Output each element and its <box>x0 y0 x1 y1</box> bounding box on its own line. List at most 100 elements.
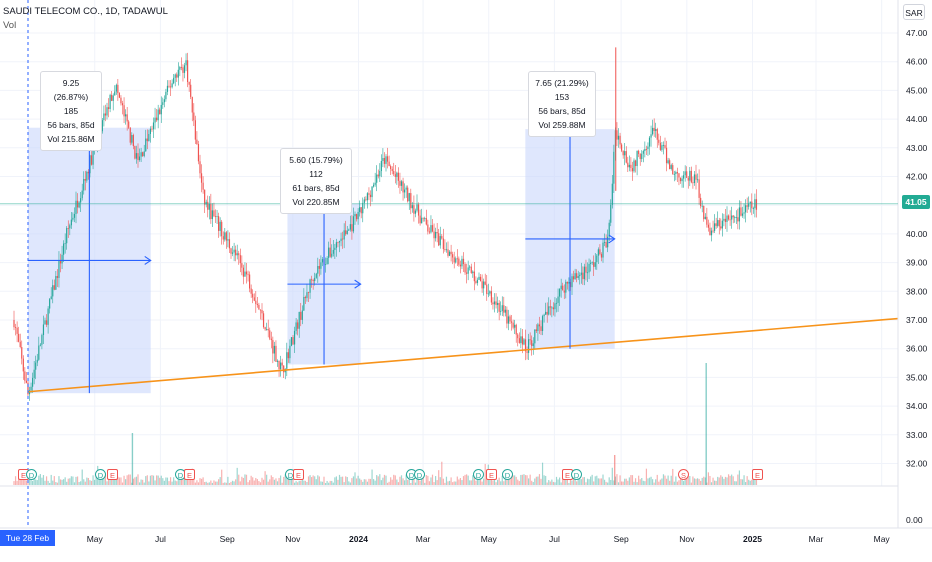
volume-bar <box>366 481 369 485</box>
candle-body <box>292 337 294 345</box>
candle-body <box>143 151 145 157</box>
support-trendline[interactable] <box>27 317 899 393</box>
time-tick-label: May <box>481 534 498 544</box>
earnings-marker-icon[interactable]: E <box>107 469 118 480</box>
volume-bar <box>630 475 632 485</box>
candle-body <box>665 147 668 164</box>
candle-body <box>458 258 460 265</box>
volume-bar <box>675 476 677 485</box>
candle-body <box>751 201 753 209</box>
candle-body <box>723 218 725 221</box>
candle-body <box>433 231 435 239</box>
volume-bar <box>67 478 69 485</box>
volume-bar <box>582 477 584 485</box>
candle-body <box>366 193 369 201</box>
candle-body <box>166 85 169 92</box>
volume-bar <box>275 478 277 485</box>
volume-bar <box>524 475 527 485</box>
candle-body <box>343 230 345 240</box>
candle-body <box>72 217 74 220</box>
candle-body <box>554 303 556 310</box>
earnings-marker-icon[interactable]: E <box>752 469 763 480</box>
earnings-marker-icon[interactable]: E <box>184 469 195 480</box>
volume-bar <box>61 479 63 485</box>
volume-bar <box>165 477 167 485</box>
volume-bar <box>218 479 220 485</box>
volume-indicator-label[interactable]: Vol <box>3 20 17 31</box>
candle-body <box>39 344 41 346</box>
price-chart[interactable]: 47.0046.0045.0044.0043.0042.0041.0040.00… <box>0 0 932 550</box>
dividend-marker-icon[interactable]: D <box>95 469 106 480</box>
volume-bar <box>66 481 68 485</box>
candle-body <box>58 261 60 278</box>
dividend-marker-icon[interactable]: D <box>571 469 582 480</box>
volume-bar <box>611 467 613 485</box>
candle-body <box>448 251 451 256</box>
candle-body <box>162 102 164 105</box>
volume-bar <box>390 477 392 485</box>
candle-body <box>318 265 320 269</box>
candle-body <box>655 129 657 131</box>
candle-body <box>59 261 62 264</box>
candle-body <box>648 137 651 147</box>
candle-body <box>315 273 317 278</box>
split-marker-icon[interactable]: S <box>678 469 689 480</box>
volume-bar <box>738 470 741 485</box>
candle-body <box>202 182 204 190</box>
volume-bar <box>311 477 313 485</box>
earnings-marker-icon[interactable]: E <box>486 469 497 480</box>
candle-body <box>80 198 82 203</box>
candle-body <box>355 214 358 220</box>
volume-bar <box>652 479 654 485</box>
candle-body <box>664 145 666 148</box>
candle-body <box>397 172 400 181</box>
candle-body <box>582 272 584 280</box>
volume-bar <box>689 476 691 485</box>
candle-body <box>371 186 373 198</box>
candle-body <box>414 210 417 214</box>
volume-bar <box>360 479 362 485</box>
volume-bar <box>163 480 165 485</box>
candle-body <box>698 179 700 198</box>
volume-bar <box>174 480 176 485</box>
volume-zero-label: 0.00 <box>906 515 923 525</box>
candle-body <box>137 153 139 161</box>
candle-body <box>33 369 35 378</box>
candle-body <box>529 339 531 341</box>
candle-body <box>210 203 212 220</box>
candle-body <box>163 99 165 103</box>
candle-body <box>69 225 71 229</box>
currency-button[interactable]: SAR <box>903 4 925 20</box>
volume-bar <box>740 479 742 485</box>
candle-body <box>704 216 706 220</box>
dividend-marker-icon[interactable]: D <box>473 469 484 480</box>
volume-bar <box>665 478 668 485</box>
volume-bar <box>408 478 410 485</box>
candle-body <box>605 242 607 248</box>
candle-body <box>627 162 629 168</box>
dividend-marker-icon[interactable]: D <box>414 469 425 480</box>
dividend-marker-icon[interactable]: D <box>502 469 513 480</box>
volume-bar <box>287 478 289 485</box>
volume-bar <box>507 477 510 485</box>
candle-body <box>293 330 296 345</box>
volume-bar <box>292 478 294 485</box>
candle-body <box>44 320 46 325</box>
candle-body <box>165 91 167 100</box>
volume-bar <box>746 476 748 485</box>
volume-bar <box>36 480 38 485</box>
volume-bar <box>492 480 494 485</box>
candle-body <box>447 249 449 256</box>
candle-body <box>30 386 32 391</box>
volume-bar <box>613 480 615 485</box>
volume-bar <box>145 476 147 485</box>
dividend-marker-icon[interactable]: D <box>26 469 37 480</box>
candle-body <box>521 336 524 345</box>
candle-body <box>588 263 590 273</box>
earnings-marker-icon[interactable]: E <box>293 469 304 480</box>
candle-body <box>710 230 713 236</box>
volume-bar <box>751 479 753 485</box>
measure-label-3-change: 7.65 (21.29%) 153 <box>535 78 589 102</box>
candle-body <box>717 220 719 226</box>
